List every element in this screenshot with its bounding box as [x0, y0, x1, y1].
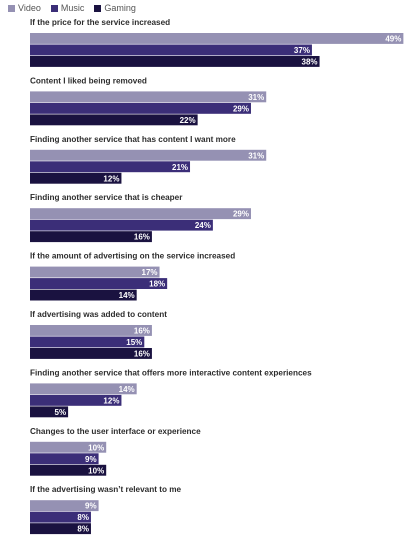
- value-label-music: 15%: [126, 338, 142, 347]
- legend-label-music: Music: [60, 3, 85, 13]
- value-label-music: 12%: [103, 396, 119, 405]
- value-label-video: 49%: [385, 34, 401, 43]
- value-label-video: 31%: [248, 151, 264, 160]
- value-label-gaming: 10%: [88, 466, 104, 475]
- legend-swatch-music: [50, 4, 58, 12]
- value-label-music: 37%: [294, 46, 310, 55]
- value-label-gaming: 16%: [134, 349, 150, 358]
- value-label-gaming: 14%: [119, 291, 135, 300]
- bar-music: [30, 453, 99, 465]
- chart-legend: Video Music Gaming: [8, 2, 136, 14]
- category-label: If the advertising wasn’t relevant to me: [30, 485, 181, 494]
- bar-gaming: [30, 406, 69, 418]
- bar-gaming: [30, 114, 198, 126]
- bar-music: [30, 511, 91, 523]
- value-label-music: 21%: [172, 163, 188, 172]
- category-group: If the price for the service increased 49…: [30, 18, 404, 67]
- category-label: Changes to the user interface or experie…: [30, 427, 201, 436]
- legend-item-music: Music: [50, 3, 85, 13]
- value-label-video: 14%: [119, 385, 135, 394]
- value-label-gaming: 38%: [302, 57, 318, 66]
- category-label: Content I liked being removed: [30, 76, 147, 85]
- category-group: Changes to the user interface or experie…: [30, 427, 201, 476]
- value-label-video: 16%: [134, 326, 150, 335]
- bar-gaming: [30, 464, 107, 476]
- bar-music: [30, 336, 145, 348]
- value-label-music: 9%: [85, 455, 97, 464]
- bar-gaming: [30, 523, 91, 535]
- bar-video: [30, 500, 99, 512]
- bar-gaming: [30, 289, 137, 301]
- value-label-gaming: 8%: [77, 525, 89, 534]
- value-label-gaming: 22%: [180, 116, 196, 125]
- value-label-music: 24%: [195, 221, 211, 230]
- value-label-video: 17%: [142, 268, 158, 277]
- bar-gaming: [30, 56, 320, 67]
- bar-video: [30, 383, 137, 395]
- bar-music: [30, 161, 191, 173]
- category-label: Finding another service that has content…: [30, 135, 236, 144]
- bar-music: [30, 44, 312, 56]
- value-label-video: 9%: [85, 502, 97, 511]
- category-label: Finding another service that is cheaper: [30, 193, 183, 202]
- category-label: If advertising was added to content: [30, 310, 167, 319]
- legend-swatch-video: [8, 4, 15, 12]
- value-label-gaming: 12%: [103, 174, 119, 183]
- bar-music: [30, 278, 168, 289]
- category-group: Content I liked being removed 31% 29% 22%: [30, 76, 267, 126]
- category-group: If advertising was added to content 16% 15…: [30, 310, 167, 359]
- category-group: If the advertising wasn’t relevant to me…: [30, 485, 181, 535]
- value-label-gaming: 16%: [134, 233, 150, 242]
- legend-item-gaming: Gaming: [94, 3, 136, 13]
- value-label-video: 10%: [88, 443, 104, 452]
- legend-item-video: Video: [8, 3, 41, 13]
- bar-video: [30, 91, 267, 103]
- value-label-video: 29%: [233, 210, 249, 219]
- bar-video: [30, 33, 404, 44]
- category-label: If the price for the service increased: [30, 18, 170, 27]
- bar-video: [30, 441, 107, 453]
- bar-video: [30, 266, 160, 278]
- bar-gaming: [30, 231, 152, 243]
- legend-label-gaming: Gaming: [104, 3, 136, 13]
- bar-gaming: [30, 348, 152, 359]
- category-group: Finding another service that offers more…: [30, 368, 312, 418]
- value-label-music: 8%: [77, 513, 89, 522]
- value-label-music: 18%: [149, 280, 165, 289]
- category-label: Finding another service that offers more…: [30, 368, 312, 377]
- legend-label-video: Video: [18, 3, 41, 13]
- bar-music: [30, 102, 251, 114]
- bar-music: [30, 394, 122, 406]
- category-label: If the amount of advertising on the serv…: [30, 252, 235, 261]
- value-label-video: 31%: [248, 93, 264, 102]
- category-group: If the amount of advertising on the serv…: [30, 252, 235, 301]
- category-group: Finding another service that has content…: [30, 135, 267, 184]
- bar-gaming: [30, 172, 122, 184]
- legend-swatch-gaming: [94, 4, 102, 12]
- bar-video: [30, 208, 251, 220]
- value-label-gaming: 5%: [55, 408, 67, 417]
- category-group: Finding another service that is cheaper 2…: [30, 193, 251, 243]
- bar-video: [30, 325, 152, 336]
- value-label-music: 29%: [233, 104, 249, 113]
- bar-video: [30, 149, 267, 161]
- bar-music: [30, 219, 213, 231]
